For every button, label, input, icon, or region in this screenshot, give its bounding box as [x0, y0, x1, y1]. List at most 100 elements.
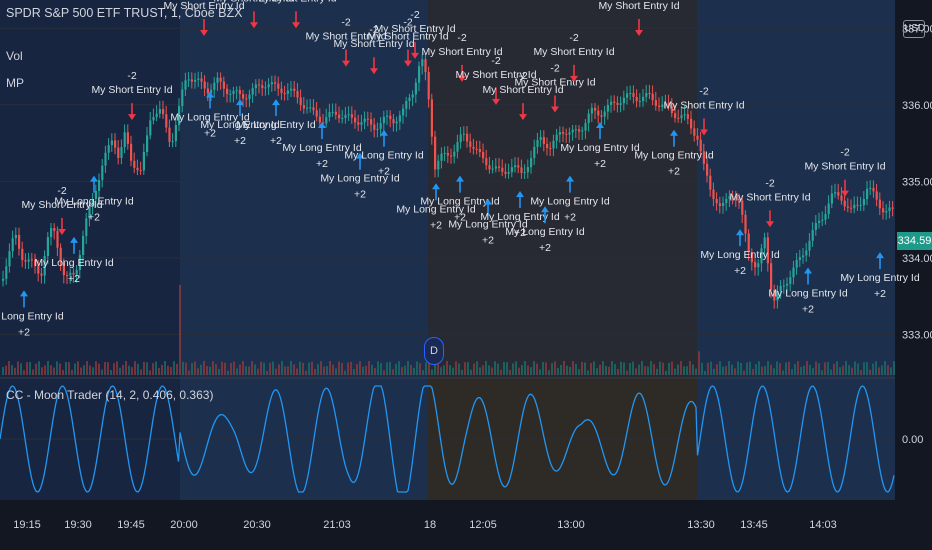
candle-body	[149, 120, 152, 136]
volume-bar	[302, 362, 304, 375]
volume-bar	[620, 361, 622, 375]
volume-bar	[185, 362, 187, 375]
candle-body	[523, 172, 526, 174]
long-entry-label: My Long Entry Id	[700, 249, 780, 261]
candle-body	[427, 72, 430, 100]
candle-body	[731, 196, 734, 198]
candle-body	[69, 272, 72, 276]
candle-body	[245, 98, 248, 100]
short-entry-label: My Short Entry Id	[455, 69, 536, 81]
candle-body	[162, 109, 165, 115]
candle-body	[686, 114, 689, 119]
candle-body	[642, 96, 645, 102]
candle-body	[293, 88, 296, 91]
volume-bar	[587, 370, 589, 375]
candle-body	[664, 103, 667, 105]
candle-body	[776, 290, 779, 301]
candle-body	[56, 231, 59, 248]
candle-body	[725, 198, 728, 203]
candle-body	[626, 93, 629, 98]
volume-bar	[752, 368, 754, 375]
candle-body	[373, 124, 376, 130]
volume-bar	[857, 363, 859, 375]
volume-bar	[287, 366, 289, 375]
candle-body	[846, 206, 849, 208]
session-region	[0, 0, 180, 500]
short-arrow-head-icon	[128, 114, 136, 121]
candle-body	[830, 193, 833, 204]
candle-body	[805, 250, 808, 256]
volume-bar	[677, 364, 679, 375]
volume-bar	[578, 369, 580, 375]
candle-body	[210, 89, 213, 94]
volume-bar	[704, 370, 706, 375]
volume-bar	[542, 361, 544, 375]
volume-indicator-label[interactable]: Vol	[6, 49, 23, 63]
short-qty-label: -2	[550, 62, 559, 74]
volume-bar	[632, 361, 634, 375]
volume-bar	[725, 366, 727, 375]
candle-body	[110, 140, 113, 146]
volume-bar	[38, 361, 40, 375]
candle-body	[392, 119, 395, 124]
short-arrow-head-icon	[519, 114, 527, 121]
candle-body	[120, 147, 123, 158]
volume-bar	[410, 364, 412, 375]
currency-button[interactable]: USD	[903, 20, 925, 38]
candle-body	[827, 203, 830, 215]
mp-indicator-label[interactable]: MP	[6, 76, 24, 90]
candle-body	[222, 81, 225, 89]
volume-bar	[383, 370, 385, 375]
volume-bar	[890, 367, 892, 375]
volume-bar	[770, 364, 772, 375]
volume-bar	[395, 363, 397, 375]
short-qty-label: -2	[57, 185, 66, 197]
candle-body	[261, 85, 264, 88]
volume-bar	[167, 365, 169, 375]
candle-body	[533, 146, 536, 159]
day-marker[interactable]: D	[424, 337, 444, 365]
volume-bar	[608, 366, 610, 375]
candle-body	[482, 151, 485, 159]
volume-bar	[497, 363, 499, 375]
long-arrow-head-icon	[670, 129, 678, 136]
volume-bar	[863, 362, 865, 375]
candle-body	[27, 259, 30, 262]
volume-bar	[809, 364, 811, 375]
volume-bar	[551, 363, 553, 375]
candle-body	[302, 105, 305, 109]
symbol-title[interactable]: SPDR S&P 500 ETF TRUST, 1, Cboe BZX	[6, 6, 243, 20]
candle-body	[232, 90, 235, 94]
long-qty-label: +2	[354, 189, 366, 201]
volume-bar	[848, 365, 850, 375]
candle-body	[354, 117, 357, 123]
volume-bar	[650, 361, 652, 375]
candle-body	[267, 84, 270, 88]
short-arrow-head-icon	[492, 98, 500, 105]
candle-body	[504, 171, 507, 174]
volume-bar	[590, 363, 592, 375]
short-entry-label: My Short Entry Id	[729, 191, 810, 203]
candle-body	[789, 277, 792, 284]
volume-bar	[599, 364, 601, 375]
candle-body	[446, 152, 449, 156]
oscillator-indicator-label[interactable]: CC - Moon Trader (14, 2, 0.406, 0.363)	[6, 388, 214, 402]
candle-body	[779, 286, 782, 291]
volume-bar	[299, 361, 301, 375]
candle-body	[104, 152, 107, 166]
candle-body	[795, 260, 798, 268]
long-entry-label: My Long Entry Id	[768, 287, 848, 299]
candle-body	[248, 94, 251, 99]
candle-body	[514, 165, 517, 168]
price-candles[interactable]	[2, 54, 894, 309]
candle-body	[184, 80, 187, 90]
volume-bar	[893, 361, 895, 375]
candle-body	[107, 145, 110, 153]
volume-bar	[455, 361, 457, 375]
candle-body	[571, 129, 574, 133]
candle-body	[85, 218, 88, 236]
volume-bar	[164, 361, 166, 375]
candle-body	[539, 137, 542, 141]
volume-bar	[860, 369, 862, 375]
